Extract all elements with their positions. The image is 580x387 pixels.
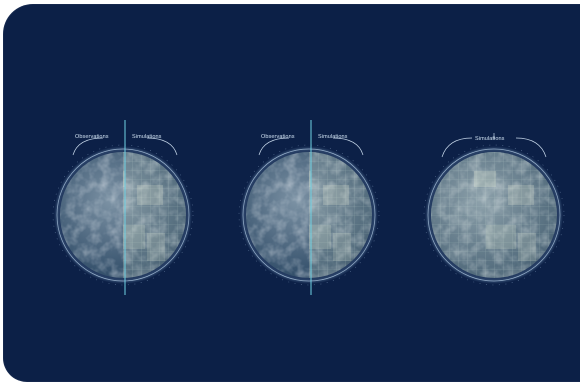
- globe-2: Observations Simulations: [238, 120, 380, 295]
- observations-label: Observations: [75, 134, 109, 140]
- simulations-bracket-left: [441, 137, 473, 158]
- globe-3: Simulations: [423, 133, 565, 286]
- observations-label: Observations: [261, 134, 295, 140]
- simulations-bracket: [332, 137, 364, 156]
- simulations-label: Simulations: [318, 134, 348, 140]
- background-panel: Observations Simulations Observations Si…: [3, 4, 580, 382]
- globe-comparison-diagram: Observations Simulations Observations Si…: [52, 120, 565, 295]
- globe-1: Observations Simulations: [52, 120, 194, 295]
- simulations-bracket: [146, 137, 178, 156]
- simulations-bracket-right: [515, 137, 547, 158]
- simulations-label: Simulations: [132, 134, 162, 140]
- observations-bracket: [258, 137, 290, 156]
- observations-bracket: [72, 137, 104, 156]
- simulations-label: Simulations: [475, 136, 505, 142]
